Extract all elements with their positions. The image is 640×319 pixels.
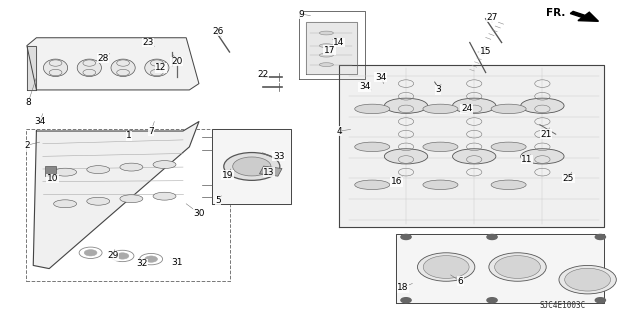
Bar xyxy=(259,166,282,176)
Ellipse shape xyxy=(452,98,496,113)
Text: 31: 31 xyxy=(171,258,182,267)
Ellipse shape xyxy=(355,142,390,152)
Text: 10: 10 xyxy=(47,174,58,183)
Text: 9: 9 xyxy=(298,10,304,19)
Ellipse shape xyxy=(224,152,280,180)
Ellipse shape xyxy=(319,31,333,35)
Circle shape xyxy=(595,298,605,303)
Ellipse shape xyxy=(233,157,271,176)
Ellipse shape xyxy=(559,265,616,294)
Text: 17: 17 xyxy=(324,46,335,55)
Circle shape xyxy=(487,298,497,303)
Ellipse shape xyxy=(491,104,526,114)
Text: 24: 24 xyxy=(461,104,472,113)
Text: 26: 26 xyxy=(212,27,224,36)
Ellipse shape xyxy=(120,163,143,171)
Text: 23: 23 xyxy=(142,38,154,47)
Text: 34: 34 xyxy=(34,117,45,126)
Text: 3: 3 xyxy=(435,85,441,94)
Text: 2: 2 xyxy=(24,141,29,150)
Circle shape xyxy=(487,234,497,240)
Ellipse shape xyxy=(564,268,611,291)
Text: 19: 19 xyxy=(222,171,234,180)
Circle shape xyxy=(401,234,411,240)
Text: 25: 25 xyxy=(563,174,574,183)
Text: 6: 6 xyxy=(458,277,463,286)
Text: 11: 11 xyxy=(522,155,533,164)
Polygon shape xyxy=(396,234,604,303)
Ellipse shape xyxy=(319,63,333,67)
Text: 14: 14 xyxy=(333,38,345,47)
Ellipse shape xyxy=(423,256,469,278)
Polygon shape xyxy=(339,65,604,227)
Text: 28: 28 xyxy=(98,54,109,63)
Ellipse shape xyxy=(319,53,333,57)
Ellipse shape xyxy=(77,59,101,77)
Text: 1: 1 xyxy=(126,131,132,140)
Text: 7: 7 xyxy=(148,127,154,136)
Text: 30: 30 xyxy=(193,209,205,218)
Ellipse shape xyxy=(319,44,333,48)
Ellipse shape xyxy=(385,149,428,164)
Ellipse shape xyxy=(521,98,564,113)
Text: 27: 27 xyxy=(486,13,498,22)
Circle shape xyxy=(595,234,605,240)
FancyArrow shape xyxy=(570,11,598,21)
Ellipse shape xyxy=(489,253,546,281)
Ellipse shape xyxy=(452,149,496,164)
Ellipse shape xyxy=(87,166,109,174)
Text: 15: 15 xyxy=(480,48,492,56)
Bar xyxy=(26,130,230,281)
Ellipse shape xyxy=(491,142,526,152)
Text: FR.: FR. xyxy=(546,8,565,18)
Ellipse shape xyxy=(385,98,428,113)
Ellipse shape xyxy=(54,200,77,208)
Polygon shape xyxy=(212,130,291,204)
Text: 29: 29 xyxy=(108,251,118,260)
Ellipse shape xyxy=(423,180,458,189)
Circle shape xyxy=(84,250,97,256)
Ellipse shape xyxy=(153,192,176,200)
Polygon shape xyxy=(306,22,357,74)
Text: 12: 12 xyxy=(155,63,166,72)
Ellipse shape xyxy=(44,59,68,77)
Ellipse shape xyxy=(417,253,475,281)
Text: 8: 8 xyxy=(25,98,31,107)
Text: 4: 4 xyxy=(336,127,342,136)
Text: 34: 34 xyxy=(359,82,371,91)
Circle shape xyxy=(116,253,129,259)
Text: 20: 20 xyxy=(171,57,182,66)
Ellipse shape xyxy=(87,197,109,205)
Ellipse shape xyxy=(153,160,176,168)
Ellipse shape xyxy=(423,142,458,152)
Text: 32: 32 xyxy=(136,259,147,268)
Text: SJC4E1003C: SJC4E1003C xyxy=(540,301,586,310)
Text: 18: 18 xyxy=(397,283,408,292)
Text: 34: 34 xyxy=(375,73,386,82)
Ellipse shape xyxy=(111,59,135,77)
Circle shape xyxy=(401,298,411,303)
Circle shape xyxy=(145,256,157,262)
Bar xyxy=(45,167,56,176)
Text: 16: 16 xyxy=(390,177,402,186)
Ellipse shape xyxy=(145,59,169,77)
Text: 13: 13 xyxy=(263,168,275,177)
Text: 5: 5 xyxy=(215,196,221,205)
Ellipse shape xyxy=(54,168,77,176)
Ellipse shape xyxy=(355,180,390,189)
Polygon shape xyxy=(33,122,199,269)
Text: 33: 33 xyxy=(273,152,284,161)
Ellipse shape xyxy=(120,195,143,203)
Text: 22: 22 xyxy=(257,70,268,78)
Polygon shape xyxy=(27,46,36,90)
Ellipse shape xyxy=(423,104,458,114)
Ellipse shape xyxy=(491,180,526,189)
Polygon shape xyxy=(27,38,199,90)
Ellipse shape xyxy=(355,104,390,114)
Ellipse shape xyxy=(495,256,540,278)
Ellipse shape xyxy=(521,149,564,164)
Text: 21: 21 xyxy=(541,130,552,139)
